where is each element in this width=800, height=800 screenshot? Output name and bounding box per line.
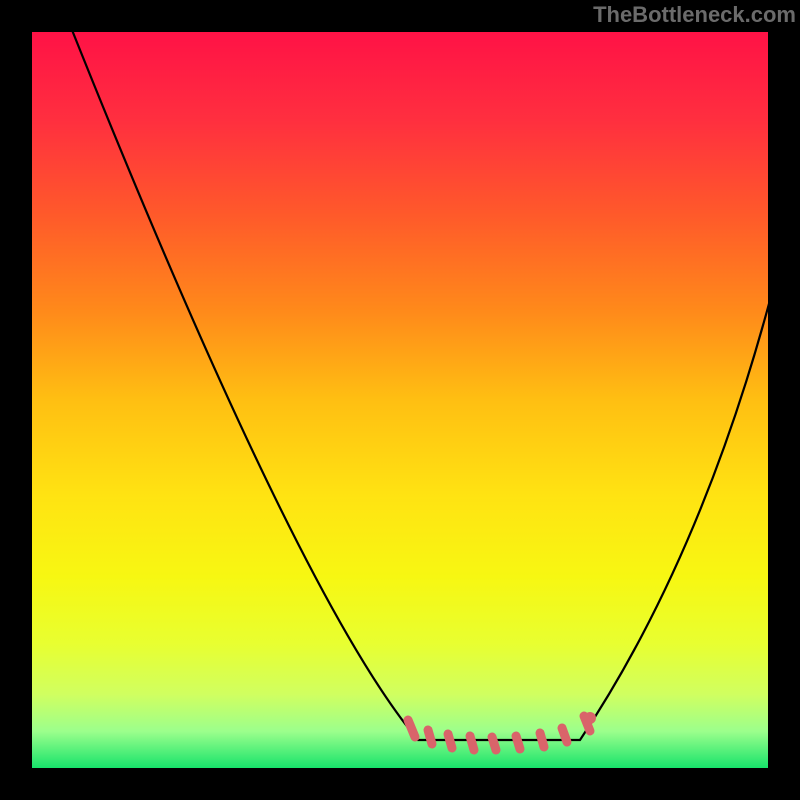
attribution-label: TheBottleneck.com [593,2,796,28]
valley-end-dot [584,712,596,724]
gradient-field [32,32,768,768]
plot-svg [0,0,800,800]
bottleneck-curve [72,30,770,740]
valley-ticks [408,716,590,750]
chart-stage: TheBottleneck.com [0,0,800,800]
